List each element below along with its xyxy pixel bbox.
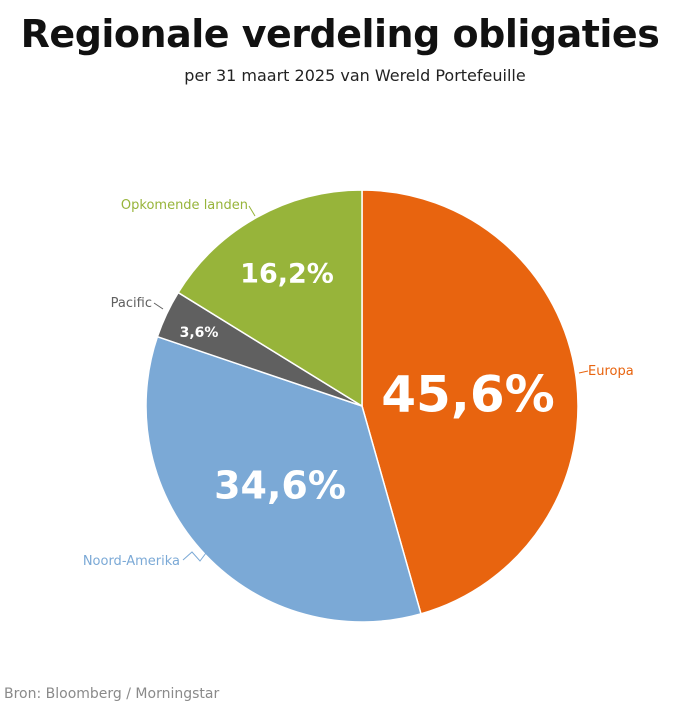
slice-labels: 45,6% Europa 34,6% Noord-Amerika 3,6% Pacific… bbox=[83, 198, 634, 569]
leader-lines bbox=[153, 205, 589, 562]
value-label: 3,6% bbox=[180, 325, 219, 341]
chart-title: Regionale verdeling obligaties bbox=[20, 12, 660, 56]
source-note: Bron: Bloomberg / Morningstar bbox=[4, 686, 220, 702]
pie-slice-opkomende-landen bbox=[177, 189, 363, 408]
value-label: 34,6% bbox=[214, 464, 346, 508]
leader-line bbox=[248, 205, 256, 217]
leader-line bbox=[578, 370, 589, 374]
pie-slices bbox=[145, 189, 579, 623]
category-label: Noord-Amerika bbox=[83, 554, 180, 569]
leader-line bbox=[182, 551, 207, 562]
leader-line bbox=[153, 302, 164, 310]
pie-slice-noord-amerika bbox=[145, 335, 422, 623]
category-label: Europa bbox=[588, 364, 634, 379]
category-label: Opkomende landen bbox=[121, 198, 248, 213]
chart-subtitle: per 31 maart 2025 van Wereld Portefeuill… bbox=[184, 66, 526, 85]
category-label: Pacific bbox=[111, 296, 152, 311]
pie-slice-europa bbox=[361, 189, 579, 615]
value-label: 45,6% bbox=[381, 366, 554, 424]
value-label: 16,2% bbox=[240, 259, 334, 290]
